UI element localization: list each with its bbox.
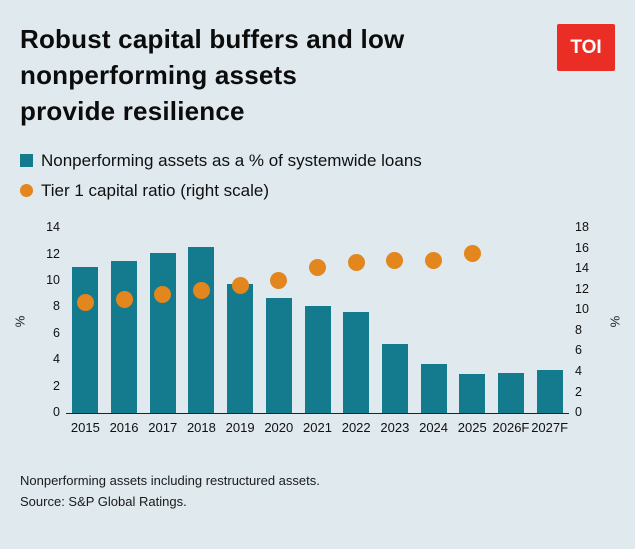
tier1-dot bbox=[192, 281, 210, 299]
tier1-dot bbox=[386, 252, 404, 270]
npa-bar bbox=[188, 247, 215, 413]
orange-dot-icon bbox=[20, 184, 33, 198]
y-tick-label: 10 bbox=[46, 272, 60, 287]
y-tick-label: 18 bbox=[575, 220, 589, 235]
x-axis-labels: 2015 2016 2017 2018 2019 2020 2021 2022 2023 2024… bbox=[66, 420, 569, 442]
header: Robust capital buffers and low nonperfor… bbox=[20, 22, 615, 130]
legend-item-tier1: Tier 1 capital ratio (right scale) bbox=[20, 176, 615, 206]
legend-label: Tier 1 capital ratio (right scale) bbox=[41, 180, 270, 200]
chart-legend: Nonperforming assets as a % of systemwid… bbox=[20, 146, 615, 206]
tier1-dot bbox=[270, 271, 288, 289]
y-tick-label: 16 bbox=[575, 240, 589, 255]
left-axis-title: % bbox=[12, 315, 28, 327]
npa-bar bbox=[111, 260, 138, 413]
x-tick-label: 2015 bbox=[70, 419, 100, 435]
legend-label: Nonperforming assets as a % of systemwid… bbox=[41, 150, 422, 170]
teal-square-icon bbox=[20, 154, 33, 168]
source-line: Source: S&P Global Ratings. bbox=[20, 494, 187, 510]
y-tick-label: 8 bbox=[575, 322, 582, 337]
tier1-dot bbox=[309, 259, 326, 277]
npa-bar bbox=[72, 267, 99, 413]
y-tick-label: 0 bbox=[575, 405, 582, 420]
npa-bar bbox=[459, 374, 486, 413]
x-tick-label: 2022 bbox=[341, 419, 371, 435]
npa-bar bbox=[381, 343, 408, 413]
plot-area bbox=[66, 228, 569, 414]
tier1-dot bbox=[115, 291, 133, 309]
y-tick-label: 14 bbox=[46, 220, 60, 235]
x-tick-label: 2021 bbox=[303, 419, 332, 435]
y-tick-label: 14 bbox=[575, 261, 589, 276]
npa-bar bbox=[343, 312, 370, 413]
x-tick-label: 2019 bbox=[225, 419, 255, 435]
y-tick-label: 8 bbox=[53, 299, 60, 314]
legend-item-npa: Nonperforming assets as a % of systemwid… bbox=[20, 146, 615, 176]
page-title: Robust capital buffers and low nonperfor… bbox=[20, 24, 405, 126]
y-tick-label: 12 bbox=[46, 246, 60, 261]
npa-bar bbox=[497, 372, 524, 413]
y-tick-label: 4 bbox=[53, 352, 60, 367]
x-tick-label: 2020 bbox=[264, 419, 294, 435]
x-tick-label: 2023 bbox=[380, 419, 410, 435]
y-tick-label: 10 bbox=[575, 302, 589, 317]
npa-bar bbox=[149, 252, 176, 413]
toi-logo-text: TOI bbox=[570, 36, 602, 58]
npa-bar bbox=[420, 363, 447, 413]
chart: % % 0 2 4 6 8 10 12 14 0 2 4 6 8 10 12 14 16 18 2015 2016… bbox=[12, 221, 622, 446]
y-tick-label: 6 bbox=[575, 343, 582, 358]
footer: Nonperforming assets including restructu… bbox=[20, 470, 615, 513]
x-tick-label: 2016 bbox=[109, 419, 139, 435]
x-tick-label: 2025 bbox=[457, 419, 487, 435]
npa-bar bbox=[265, 297, 292, 413]
y-tick-label: 12 bbox=[575, 281, 589, 296]
right-axis-ticks: 0 2 4 6 8 10 12 14 16 18 bbox=[575, 221, 603, 418]
right-axis-title: % bbox=[607, 315, 623, 327]
tier1-dot bbox=[463, 244, 481, 262]
x-tick-label: 2018 bbox=[186, 419, 216, 435]
y-tick-label: 6 bbox=[53, 325, 60, 340]
npa-bar bbox=[304, 305, 331, 413]
x-tick-label: 2026F bbox=[492, 419, 530, 435]
toi-logo: TOI bbox=[557, 24, 615, 71]
footnote: Nonperforming assets including restructu… bbox=[20, 472, 320, 488]
y-tick-label: 2 bbox=[53, 378, 60, 393]
x-tick-label: 2024 bbox=[419, 419, 449, 435]
y-tick-label: 0 bbox=[53, 405, 60, 420]
tier1-dot bbox=[347, 254, 365, 272]
x-tick-label: 2027F bbox=[531, 419, 569, 435]
left-axis-ticks: 0 2 4 6 8 10 12 14 bbox=[32, 221, 60, 418]
tier1-dot bbox=[154, 285, 172, 303]
npa-bar bbox=[227, 284, 254, 413]
tier1-dot bbox=[425, 252, 443, 270]
tier1-dot bbox=[231, 276, 249, 294]
y-tick-label: 2 bbox=[575, 384, 582, 399]
x-tick-label: 2017 bbox=[148, 419, 178, 435]
y-tick-label: 4 bbox=[575, 364, 582, 379]
tier1-dot bbox=[76, 294, 94, 312]
npa-bar bbox=[536, 370, 563, 413]
